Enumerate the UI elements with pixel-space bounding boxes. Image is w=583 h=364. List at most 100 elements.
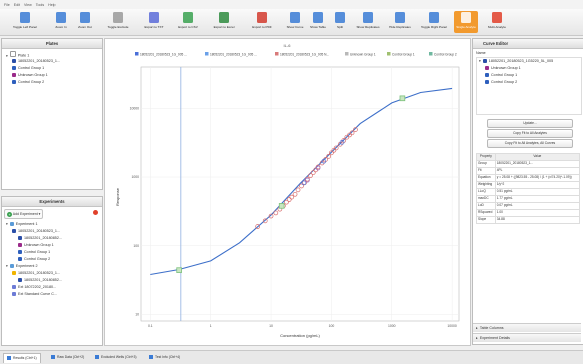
item-icon — [12, 291, 16, 296]
toolbar-label: Zoom In — [55, 25, 67, 29]
toolbar-split-button[interactable]: Split — [330, 11, 350, 33]
replicate-point[interactable] — [262, 218, 268, 224]
curve-action-button[interactable]: Copy Fit to All Analytes — [487, 129, 573, 138]
chevron-down-icon[interactable]: ▾ — [6, 53, 8, 58]
replicate-point[interactable] — [326, 153, 332, 159]
curve-action-button[interactable]: Copy Fit to All Analytes, All Curves — [487, 139, 573, 148]
bottom-tab-raw-data[interactable]: Raw Data (Ctrl+2) — [48, 353, 87, 362]
toolbar-single-analyte-button[interactable]: Single Analyte — [454, 11, 478, 33]
standard-point[interactable] — [176, 267, 182, 273]
standard-point[interactable] — [399, 95, 406, 102]
standard-point[interactable] — [278, 203, 285, 209]
toolbar-export-excel-button[interactable]: Export to Excel — [206, 11, 242, 33]
tree-item[interactable]: 18052201_20180523_1... — [4, 58, 100, 65]
tree-item[interactable]: 18052201_20180852... — [4, 235, 100, 242]
tree-item-label: 18052201_20180523_1... — [18, 271, 61, 275]
tree-item[interactable]: Control Group 1 — [4, 65, 100, 72]
toolbar-show-table-button[interactable]: Show Table — [307, 11, 329, 33]
export-txt-icon — [149, 12, 159, 23]
tree-item-label: Control Group 1 — [491, 73, 518, 77]
replicate-point[interactable] — [333, 145, 339, 151]
menu-help[interactable]: Help — [48, 2, 56, 7]
tree-item[interactable]: Control Group 2 — [4, 256, 100, 263]
toolbar-panel-left-button[interactable]: Toggle Left Panel — [2, 11, 48, 33]
toolbar-label: Export to Excel — [213, 25, 235, 29]
add-experiment-button[interactable]: + Add Experiment ▾ — [4, 209, 44, 219]
tree-item[interactable]: ▾ Experiment 2 — [4, 263, 100, 270]
replicate-point[interactable] — [299, 183, 304, 189]
toolbar: Toggle Left Panel Zoom In Zoom Out Toggle E… — [0, 9, 583, 36]
replicate-point[interactable] — [292, 191, 298, 197]
replicate-point[interactable] — [268, 213, 274, 219]
tree-item-label: Control Group 1 — [18, 66, 45, 70]
toolbar-export-txt-button[interactable]: Export to TXT — [138, 11, 170, 33]
bottom-tab-excluded-wells[interactable]: Excluded Wells (Ctrl+3) — [92, 353, 139, 362]
tree-item[interactable]: Ext 18072202_20180... — [4, 284, 100, 291]
tree-item[interactable]: 18052201_20180523_1... — [4, 228, 100, 235]
replicate-point[interactable] — [284, 199, 289, 205]
tree-item[interactable]: Unknown Group 1 — [4, 242, 100, 249]
collapsed-section[interactable]: ▸ Experiment Details — [473, 333, 581, 342]
remove-experiment-icon[interactable] — [93, 210, 98, 215]
toolbar-label: Export to PDF — [252, 25, 272, 29]
chevron-down-icon[interactable]: ▾ — [6, 222, 8, 226]
unknown-point[interactable] — [315, 165, 321, 171]
bottom-tab-results[interactable]: Results (Ctrl+1) — [3, 353, 41, 363]
chevron-down-icon[interactable]: ▾ — [479, 59, 481, 63]
replicate-point[interactable] — [310, 170, 316, 175]
control-point[interactable] — [301, 180, 307, 186]
toolbar-zoom-out-button[interactable]: Zoom Out — [72, 11, 98, 33]
replicate-point[interactable] — [286, 197, 292, 202]
unknown-point[interactable] — [305, 177, 310, 183]
replicate-point[interactable] — [329, 150, 334, 156]
replicate-point[interactable] — [295, 187, 301, 193]
menu-file[interactable]: File — [4, 2, 10, 7]
replicate-point[interactable] — [308, 173, 313, 178]
tree-item[interactable]: 18052201_20180852... — [4, 277, 100, 284]
menu-edit[interactable]: Edit — [13, 2, 20, 7]
toolbar-export-csv-button[interactable]: Export to CSV — [172, 11, 204, 33]
curve-action-button[interactable]: Update... — [487, 119, 573, 128]
property-value: 18052201_20180523_1... — [494, 160, 581, 168]
item-icon — [12, 270, 16, 275]
tree-item[interactable]: Unknown Group 1 — [4, 72, 100, 79]
tree-item[interactable]: Control Group 2 — [477, 79, 581, 86]
legend-label: Unknown Group 1 — [350, 52, 376, 56]
tree-item[interactable]: ▾ Plate 1 — [4, 51, 100, 58]
control-point[interactable] — [339, 139, 345, 145]
replicate-point[interactable] — [255, 224, 261, 229]
tree-item[interactable]: 18052201_20180523_1... — [4, 270, 100, 277]
menu-view[interactable]: View — [24, 2, 32, 7]
toolbar-multi-analyte-button[interactable]: Multi-Analyte — [482, 11, 512, 33]
control-point[interactable] — [321, 158, 327, 164]
tree-item[interactable]: Control Group 1 — [4, 249, 100, 256]
toolbar-show-replicates-button[interactable]: Show Replicates — [352, 11, 384, 33]
toolbar-show-curve-button[interactable]: Show Curve — [285, 11, 305, 33]
toolbar-exclude-button[interactable]: Toggle Exclude — [100, 11, 136, 33]
tree-item[interactable]: Unknown Group 1 — [477, 65, 581, 72]
toolbar-panel-right-button[interactable]: Toggle Right Panel — [416, 11, 452, 33]
tree-item-label: Unknown Group 1 — [491, 66, 521, 70]
toolbar-hide-replicates-button[interactable]: Hide Replicates — [386, 11, 414, 33]
tree-item[interactable]: Ext Standard Curve C... — [4, 291, 100, 298]
replicate-point[interactable] — [344, 134, 350, 140]
replicate-point[interactable] — [349, 130, 355, 136]
chart-legend: 18052201_20180523_1G_005 ... 18052201_201… — [135, 52, 457, 56]
replicate-point[interactable] — [353, 127, 358, 132]
toolbar-export-pdf-button[interactable]: Export to PDF — [244, 11, 280, 33]
tree-item[interactable]: ▾ 18052201_20180523_1G5220_5L_005 — [477, 58, 581, 65]
tree-item[interactable]: ▾ Experiment 1 — [4, 221, 100, 228]
collapsed-section[interactable]: ▸ Table Columns — [473, 323, 581, 332]
menu-tools[interactable]: Tools — [35, 2, 45, 7]
chevron-down-icon[interactable]: ▾ — [6, 264, 8, 268]
tree-item-label: Control Group 1 — [24, 250, 51, 254]
replicate-point[interactable] — [273, 210, 279, 216]
x-axis-label: Concentration (pg/mL) — [280, 333, 320, 338]
toolbar-zoom-in-button[interactable]: Zoom In — [52, 11, 70, 33]
tree-item[interactable]: Control Group 2 — [4, 79, 100, 86]
bottom-tab-test-info[interactable]: Test Info (Ctrl+4) — [146, 353, 183, 362]
replicate-point[interactable] — [289, 194, 295, 200]
tree-item-label: Control Group 2 — [24, 257, 51, 261]
tree-item[interactable]: Control Group 1 — [477, 72, 581, 79]
item-icon — [9, 263, 14, 268]
